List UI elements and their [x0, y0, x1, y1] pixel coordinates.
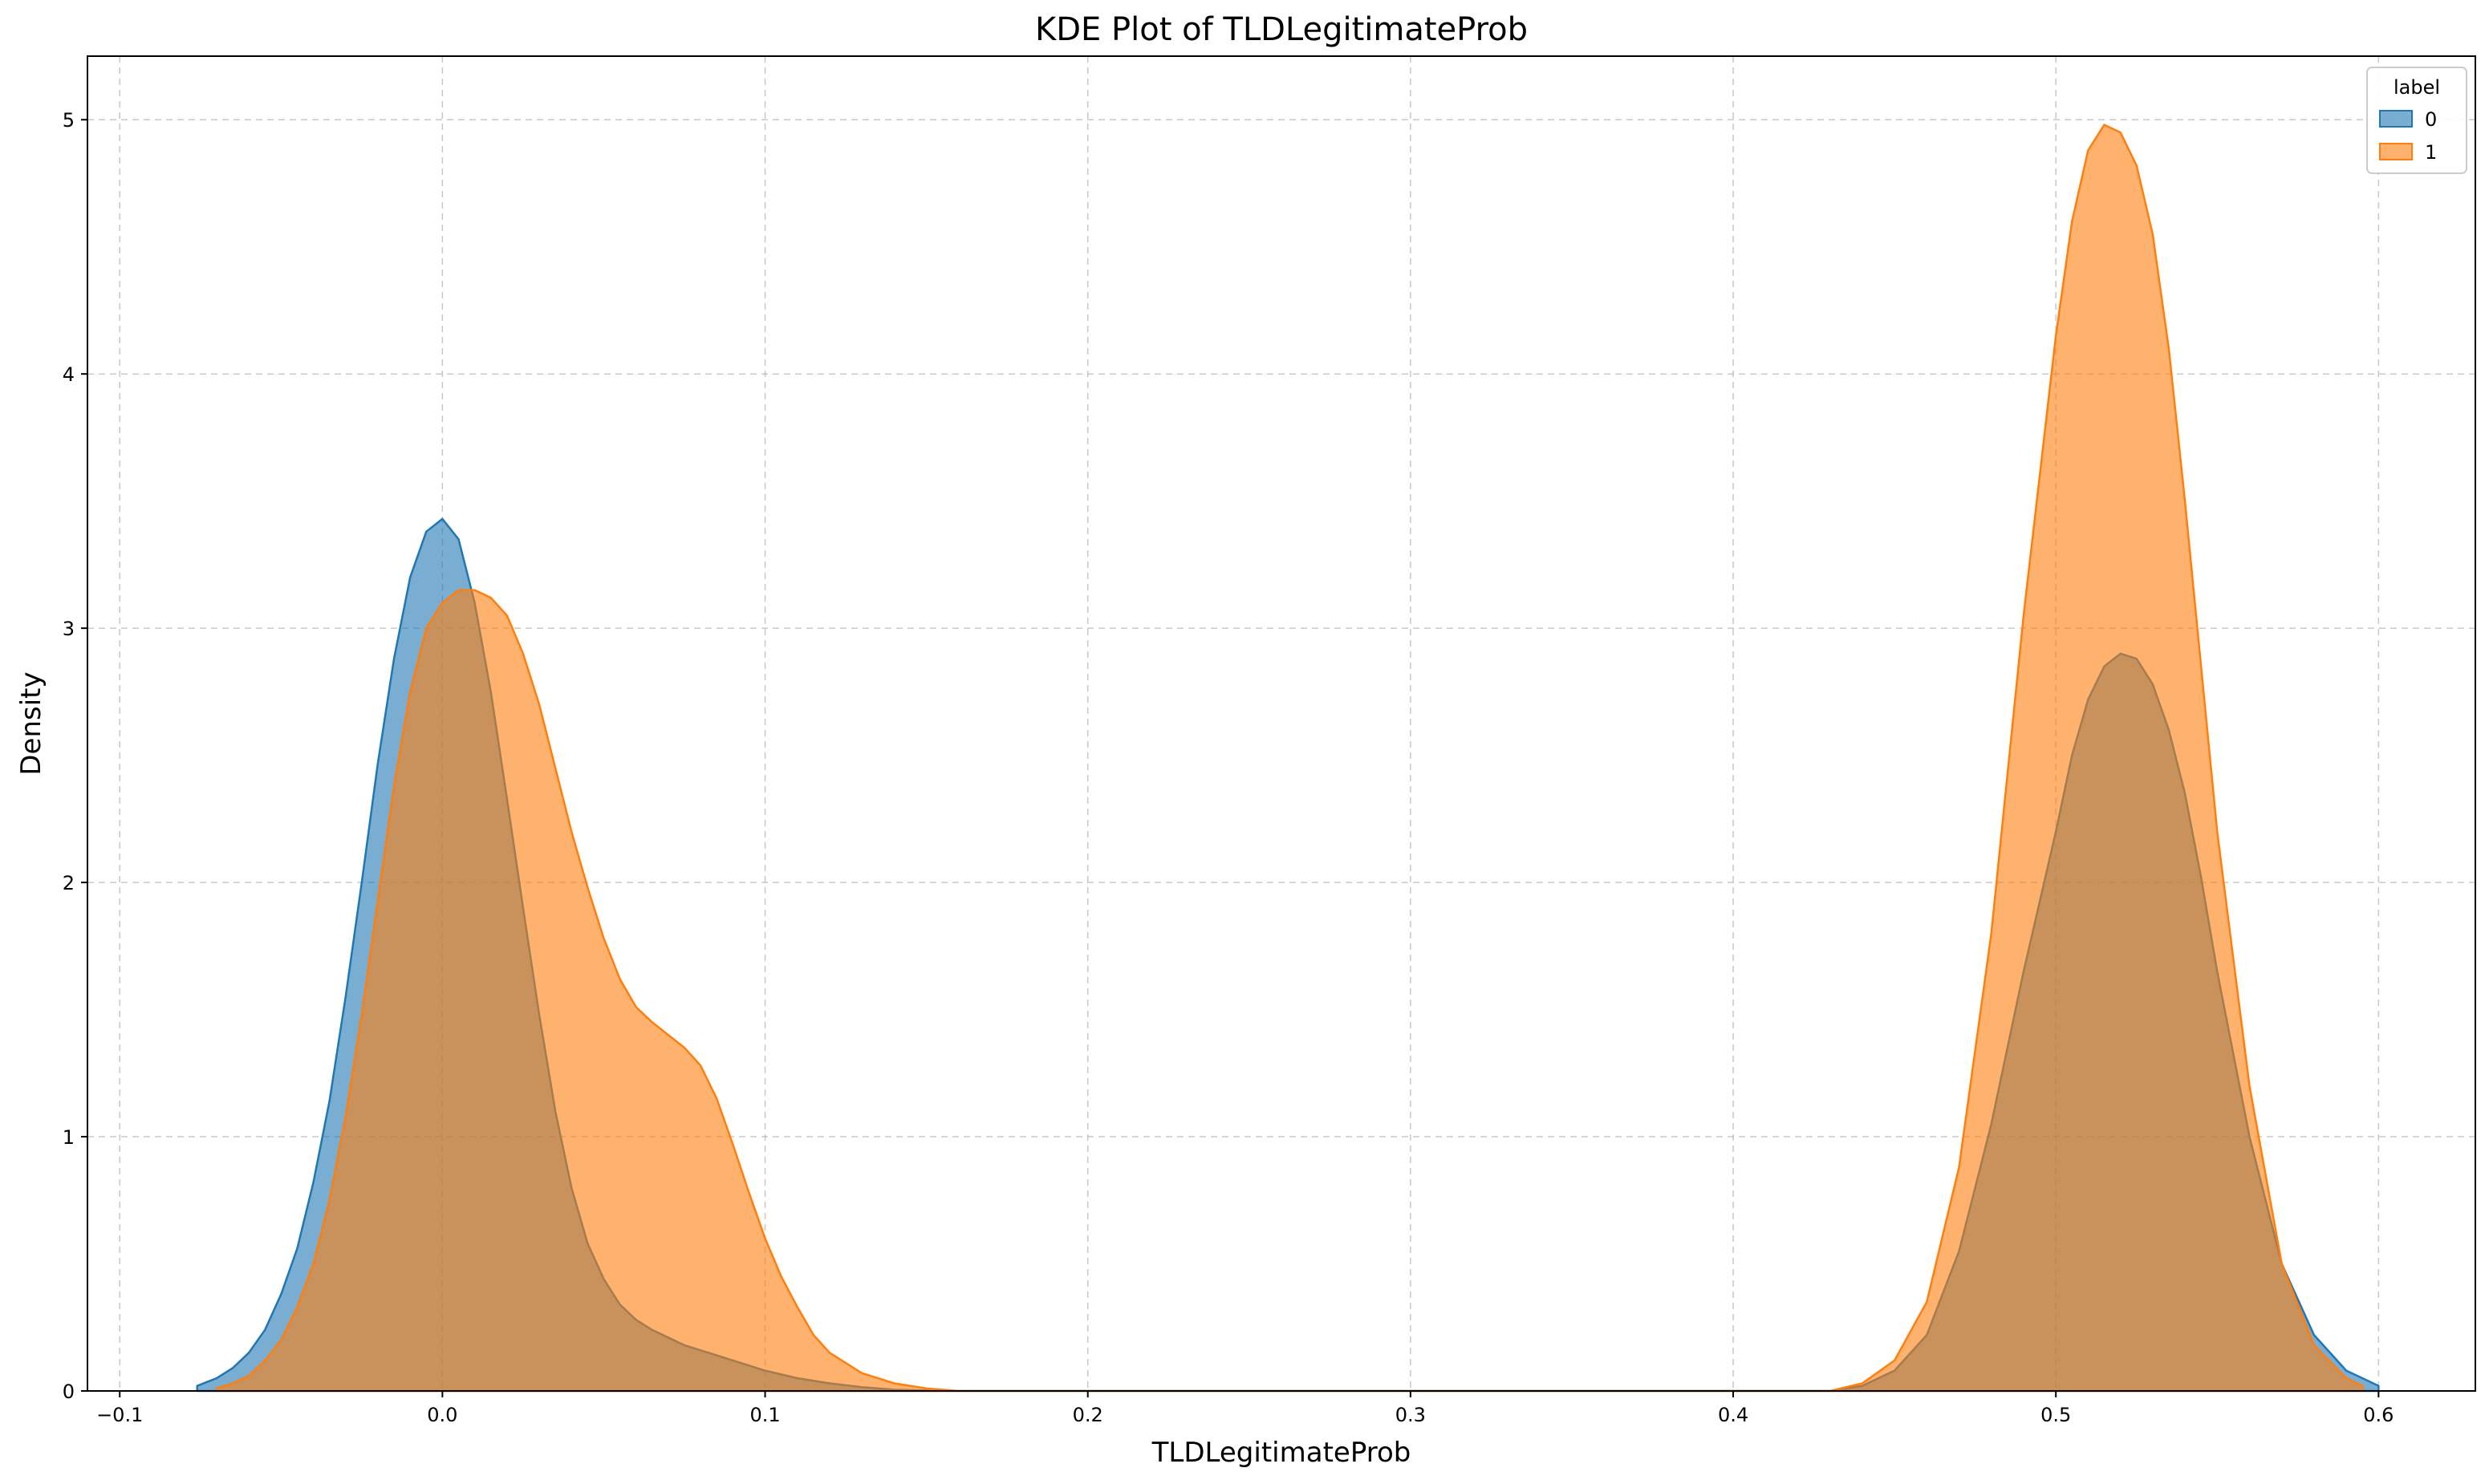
- legend-label-0: 0: [2425, 108, 2437, 131]
- legend-title: label: [2394, 76, 2440, 99]
- legend-label-1: 1: [2425, 141, 2437, 164]
- y-tick-label-4: 4: [63, 363, 75, 386]
- x-tick-label-7: 0.6: [2363, 1404, 2394, 1426]
- x-tick-label-1: 0.0: [427, 1404, 457, 1426]
- x-tick-label-6: 0.5: [2040, 1404, 2071, 1426]
- x-tick-label-2: 0.1: [749, 1404, 780, 1426]
- y-tick-label-3: 3: [63, 618, 75, 640]
- series-area-1: [215, 124, 2364, 1393]
- plot-frame: [87, 55, 2476, 1392]
- density-areas: [196, 124, 2380, 1393]
- x-tick-label-3: 0.2: [1073, 1404, 1103, 1426]
- y-tick-label-5: 5: [63, 109, 75, 132]
- y-axis-label: Density: [15, 671, 47, 775]
- y-tick-label-1: 1: [63, 1126, 75, 1149]
- x-tick-label-5: 0.4: [1718, 1404, 1748, 1426]
- x-axis-label: TLDLegitimateProb: [1151, 1437, 1411, 1469]
- axis-ticks: −0.1 0.0 0.1 0.2 0.3 0.4 0.5 0.6 0 1 2 3 4 5: [63, 109, 2394, 1426]
- y-tick-label-0: 0: [63, 1381, 75, 1403]
- y-tick-label-2: 2: [63, 872, 75, 894]
- legend-swatch-0: [2379, 110, 2413, 128]
- x-tick-label-0: −0.1: [96, 1404, 143, 1426]
- x-tick-label-4: 0.3: [1395, 1404, 1426, 1426]
- chart-title: KDE Plot of TLDLegitimateProb: [1035, 11, 1528, 48]
- legend-swatch-1: [2379, 143, 2413, 160]
- legend: label 0 1: [2366, 67, 2467, 174]
